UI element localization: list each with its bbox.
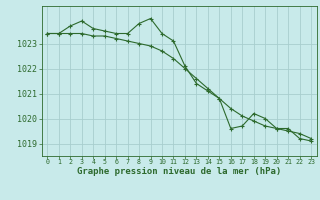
X-axis label: Graphe pression niveau de la mer (hPa): Graphe pression niveau de la mer (hPa) xyxy=(77,167,281,176)
